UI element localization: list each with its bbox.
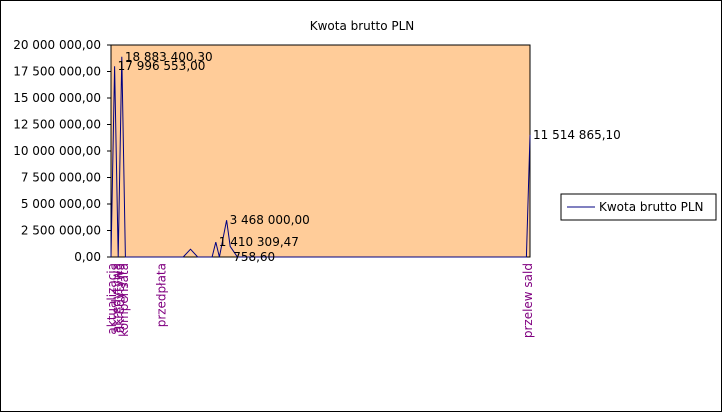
series-line: [110, 56, 531, 258]
category-label: przelew sald: [521, 263, 535, 338]
y-tick-label: 12 500 000,00: [13, 118, 101, 132]
y-tick-label: 17 500 000,00: [13, 65, 101, 79]
y-tick-label: 0,00: [74, 250, 101, 264]
chart-title: Kwota brutto PLN: [310, 19, 415, 33]
category-label: akredytywa: [109, 263, 123, 333]
data-label: 1 410 309,47: [219, 235, 299, 249]
data-label: 758,60: [233, 250, 275, 264]
category-label: przedpłata: [155, 263, 169, 327]
y-tick-label: 20 000 000,00: [13, 38, 101, 52]
y-tick-label: 2 500 000,00: [21, 224, 101, 238]
y-tick-label: 15 000 000,00: [13, 91, 101, 105]
plot-background: [110, 44, 531, 258]
y-tick-label: 10 000 000,00: [13, 144, 101, 158]
plot-area: [110, 44, 531, 258]
data-label: 3 468 000,00: [230, 213, 310, 227]
category-label: kompensata: [117, 263, 131, 337]
data-label: 11 514 865,10: [533, 128, 621, 142]
data-label: 17 996 553,00: [118, 59, 206, 73]
y-tick-label: 7 500 000,00: [21, 171, 101, 185]
legend: Kwota brutto PLN: [560, 193, 717, 221]
data-label: 18 883 400,30: [125, 50, 213, 64]
y-axis: 0,00 2 500 000,00 5 000 000,00 7 500 000,00…: [13, 38, 111, 264]
category-labels: aktualizacjaakredytywaakredytywakompensa…: [105, 263, 535, 338]
category-label: aktualizacja: [105, 263, 119, 335]
y-tick-label: 5 000 000,00: [21, 197, 101, 211]
category-label: akredytywa: [113, 263, 127, 333]
legend-label: Kwota brutto PLN: [599, 200, 704, 214]
series-layer: [110, 56, 531, 258]
